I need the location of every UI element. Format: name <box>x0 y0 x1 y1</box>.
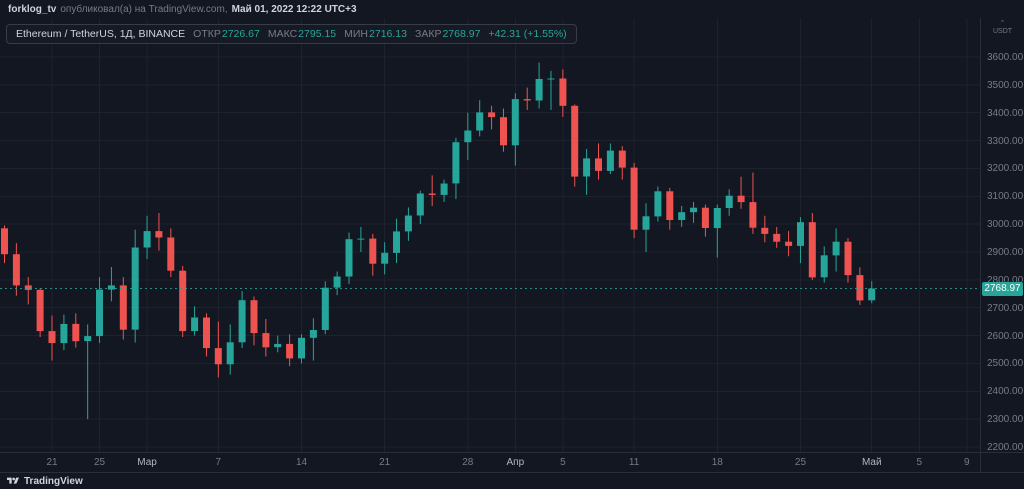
price-axis-label: 2800.00 <box>987 274 1024 286</box>
time-axis[interactable]: 21 25 Мар 7 14 21 28 Апр 5 11 18 25 Май 5 9 <box>0 453 980 472</box>
time-axis-label: 25 <box>794 457 807 468</box>
price-axis-label: 3500.00 <box>987 79 1024 91</box>
ohlc-high: МАКС2795.15 <box>267 28 337 40</box>
ohlc-low: МИН2716.13 <box>344 28 407 40</box>
price-axis-label: 2900.00 <box>987 247 1024 258</box>
candlestick-chart[interactable] <box>0 18 980 452</box>
price-axis-label: 3300.00 <box>987 135 1024 147</box>
price-axis-label: 3200.00 <box>987 163 1024 175</box>
ohlc-open: ОТКР2726.67 <box>193 28 260 40</box>
time-axis-label: 7 <box>215 457 222 468</box>
time-axis-label: 9 <box>963 457 970 468</box>
footer: TradingView <box>0 472 1024 489</box>
price-axis-label: 2200.00 <box>987 442 1024 453</box>
axis-corner <box>980 453 1024 472</box>
axis-currency-label[interactable]: ⌃ USDT <box>992 20 1013 35</box>
price-axis-label: 2300.00 <box>987 414 1024 426</box>
time-axis-row: 21 25 Мар 7 14 21 28 Апр 5 11 18 25 Май 5 9 <box>0 452 1024 472</box>
publisher-username[interactable]: forklog_tv <box>8 3 57 15</box>
last-price-tag: 2768.97 <box>982 281 1023 296</box>
time-axis-label: 21 <box>46 457 58 468</box>
price-axis-label: 2500.00 <box>987 358 1024 370</box>
change-value: +42.31 (+1.55%) <box>488 28 567 40</box>
price-axis-label: 3100.00 <box>987 191 1024 203</box>
price-axis-label: 3600.00 <box>987 52 1024 63</box>
time-axis-label: 18 <box>711 457 723 468</box>
price-axis-label: 2700.00 <box>987 302 1024 314</box>
time-axis-label: 28 <box>462 457 474 468</box>
chart-canvas[interactable]: Ethereum / TetherUS, 1Д, BINANCE ОТКР272… <box>0 18 980 452</box>
tradingview-logo[interactable] <box>7 476 19 486</box>
time-axis-label: Май <box>861 457 882 468</box>
brand-name[interactable]: TradingView <box>24 475 83 487</box>
chart-legend[interactable]: Ethereum / TetherUS, 1Д, BINANCE ОТКР272… <box>6 24 577 44</box>
publish-action-text: опубликовал(а) на TradingView.com, <box>60 3 228 15</box>
price-axis-label: 2600.00 <box>987 330 1024 342</box>
time-axis-label: Апр <box>506 457 525 468</box>
time-axis-label: 5 <box>916 457 923 468</box>
symbol-title[interactable]: Ethereum / TetherUS, 1Д, BINANCE <box>16 28 186 40</box>
price-axis-label: 3400.00 <box>987 107 1024 119</box>
chevron-up-icon: ⌃ <box>999 20 1006 27</box>
time-axis-label: 14 <box>295 457 308 468</box>
time-axis-label: Мар <box>137 457 157 468</box>
topbar: forklog_tv опубликовал(а) на TradingView… <box>0 0 1024 18</box>
price-axis[interactable]: ⌃ USDT 2768.97 3600.00 3500.00 3400.00 3300… <box>980 18 1024 453</box>
price-axis-label: 2400.00 <box>987 386 1024 398</box>
ohlc-close: ЗАКР2768.97 <box>415 28 481 40</box>
publish-datetime: Май 01, 2022 12:22 UTC+3 <box>231 3 357 15</box>
time-axis-label: 5 <box>560 457 566 468</box>
tradingview-logo-icon <box>7 477 19 484</box>
price-axis-label: 3000.00 <box>987 219 1024 231</box>
time-axis-label: 25 <box>93 457 106 468</box>
chart-region: Ethereum / TetherUS, 1Д, BINANCE ОТКР272… <box>0 18 1024 453</box>
time-axis-label: 21 <box>379 457 391 468</box>
time-axis-label: 11 <box>628 457 640 468</box>
